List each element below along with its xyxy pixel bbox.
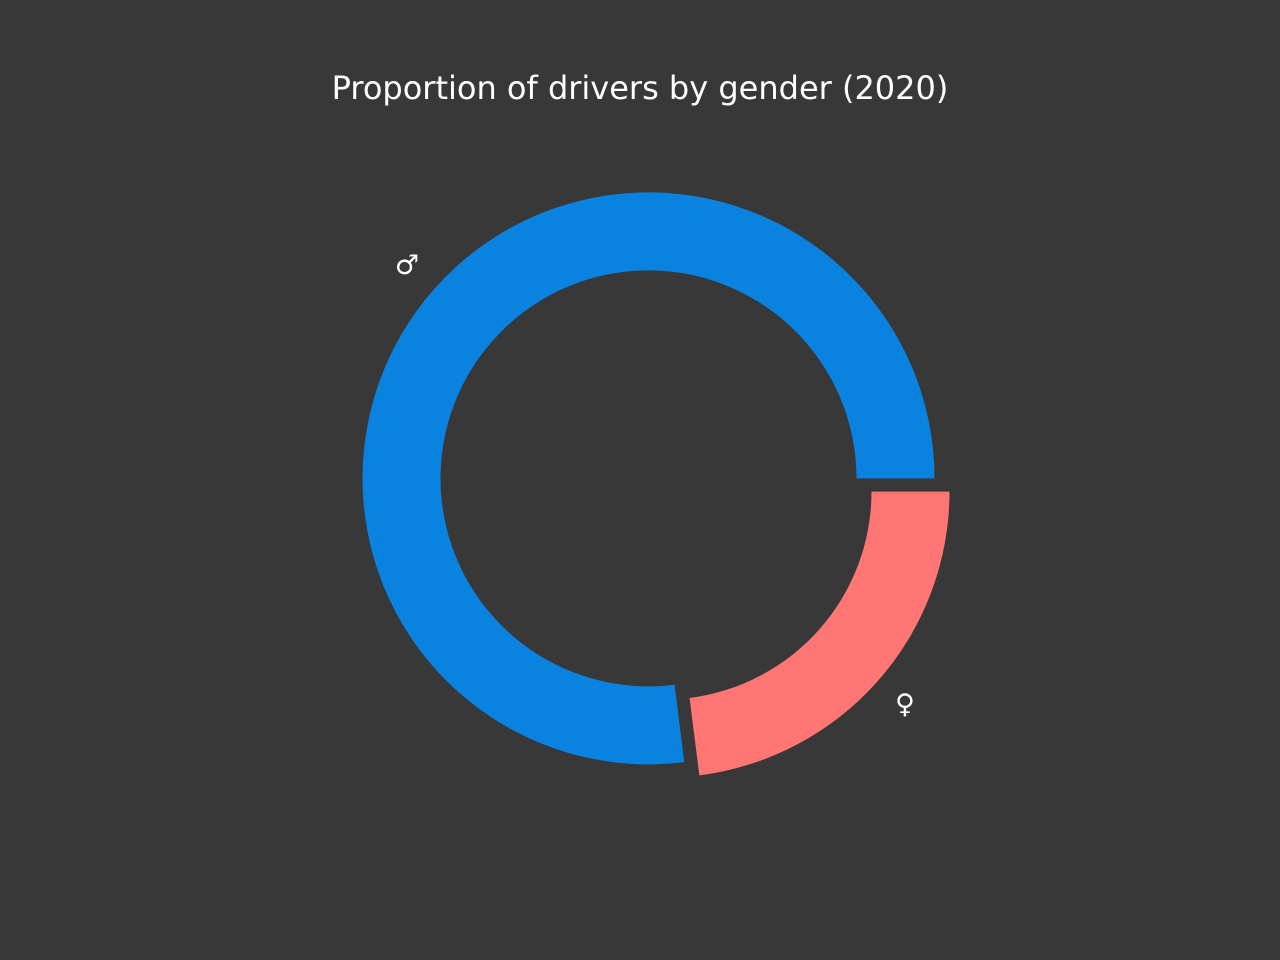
slice-label-female: ♀ (895, 689, 915, 720)
chart-title: Proportion of drivers by gender (2020) (331, 69, 949, 107)
slice-label-male: ♂ (395, 250, 419, 281)
donut-slice-female (689, 491, 950, 776)
